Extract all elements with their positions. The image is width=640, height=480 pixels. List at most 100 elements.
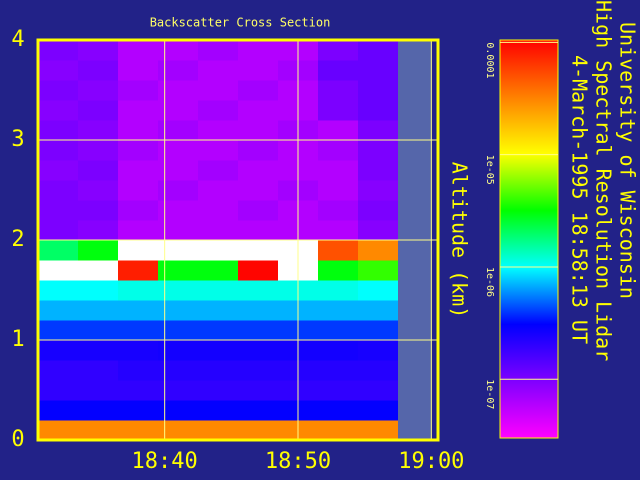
y-tick-label: 3 (11, 127, 24, 152)
heatmap-cell (238, 280, 279, 301)
heatmap-cell (118, 240, 159, 261)
heatmap-cell (158, 200, 199, 221)
colorbar (499, 39, 559, 439)
heatmap-cell (198, 240, 239, 261)
heatmap-cell (38, 220, 79, 241)
heatmap-cell (358, 300, 399, 321)
heatmap-cell (358, 40, 399, 61)
heatmap-cell (358, 340, 399, 361)
heatmap-cell (118, 420, 159, 441)
heatmap-cell (118, 340, 159, 361)
heatmap-cell (238, 100, 279, 121)
heatmap-cell (198, 420, 239, 441)
heatmap-cell (118, 80, 159, 101)
heatmap-cell (158, 60, 199, 81)
heatmap-cell (118, 320, 159, 341)
heatmap-cell (238, 60, 279, 81)
heatmap-cell (238, 320, 279, 341)
y-tick-label: 4 (11, 27, 24, 52)
heatmap-cell (238, 260, 279, 281)
heatmap-cell (118, 140, 159, 161)
heatmap-cell (198, 260, 239, 281)
heatmap-cell (78, 120, 119, 141)
heatmap-cell (318, 40, 359, 61)
heatmap-cell (158, 160, 199, 181)
heatmap-cell (238, 120, 279, 141)
heatmap-cell (38, 140, 79, 161)
colorbar-tick-label: 1e-05 (484, 155, 495, 185)
heatmap-cell (238, 240, 279, 261)
heatmap-cell (238, 340, 279, 361)
heatmap-cell (118, 200, 159, 221)
heatmap-cell (118, 40, 159, 61)
heatmap-cell (318, 360, 359, 381)
heatmap-cell (78, 220, 119, 241)
heatmap-cell (198, 360, 239, 381)
heatmap-cell (38, 200, 79, 221)
heatmap-cell (198, 60, 239, 81)
colorbar-tick-label: 0.0001 (484, 42, 495, 78)
heatmap-cell (198, 340, 239, 361)
heatmap-cell (78, 200, 119, 221)
heatmap-cell (238, 400, 279, 421)
heatmap-cell (38, 160, 79, 181)
heatmap-cell (358, 240, 399, 261)
heatmap-cell (78, 300, 119, 321)
heatmap-cell (78, 420, 119, 441)
header-line: University of Wisconsin (616, 22, 640, 299)
heatmap-cell (318, 180, 359, 201)
heatmap-cell (78, 60, 119, 81)
heatmap-cell (198, 120, 239, 141)
heatmap-cell (38, 280, 79, 301)
heatmap-cell (198, 280, 239, 301)
heatmap-cell (158, 400, 199, 421)
heatmap-cell (318, 420, 359, 441)
heatmap-cell (358, 260, 399, 281)
heatmap-cell (78, 320, 119, 341)
heatmap-cell (358, 120, 399, 141)
heatmap-cell (118, 60, 159, 81)
heatmap-cell (358, 60, 399, 81)
heatmap-cell (318, 400, 359, 421)
heatmap-cell (158, 380, 199, 401)
heatmap-cell (78, 380, 119, 401)
heatmap-cell (158, 320, 199, 341)
heatmap-cell (158, 120, 199, 141)
heatmap-cell (358, 320, 399, 341)
heatmap-cell (198, 100, 239, 121)
heatmap-cell (38, 400, 79, 421)
heatmap-cell (118, 400, 159, 421)
heatmap-cell (158, 180, 199, 201)
heatmap-cell (318, 80, 359, 101)
heatmap-cell (358, 160, 399, 181)
heatmap-cell (38, 340, 79, 361)
colorbar-tick-label: 1e-07 (484, 379, 495, 409)
heatmap-cell (78, 400, 119, 421)
header-line: 4-March-1995 18:58:13 UT (568, 55, 592, 344)
heatmap-cell (238, 140, 279, 161)
heatmap-cell (158, 80, 199, 101)
heatmap-cell (38, 240, 79, 261)
header-line: High Spectral Resolution Lidar (592, 0, 616, 361)
heatmap-cell (318, 340, 359, 361)
heatmap-cell (318, 140, 359, 161)
heatmap-cell (358, 80, 399, 101)
x-tick-label: 18:40 (132, 449, 198, 474)
heatmap-cell (238, 360, 279, 381)
heatmap-cell (118, 280, 159, 301)
heatmap-cell (358, 380, 399, 401)
heatmap-cell (158, 100, 199, 121)
heatmap-cell (38, 60, 79, 81)
heatmap-cell (38, 360, 79, 381)
heatmap-cell (318, 120, 359, 141)
heatmap-cell (158, 240, 199, 261)
heatmap-cell (38, 100, 79, 121)
heatmap-cell (118, 220, 159, 241)
heatmap-cell (38, 300, 79, 321)
y-tick-label: 2 (11, 227, 24, 252)
heatmap-cell (358, 200, 399, 221)
x-tick-label: 18:50 (265, 449, 331, 474)
heatmap-cell (198, 220, 239, 241)
heatmap-cell (118, 260, 159, 281)
heatmap-cell (198, 300, 239, 321)
